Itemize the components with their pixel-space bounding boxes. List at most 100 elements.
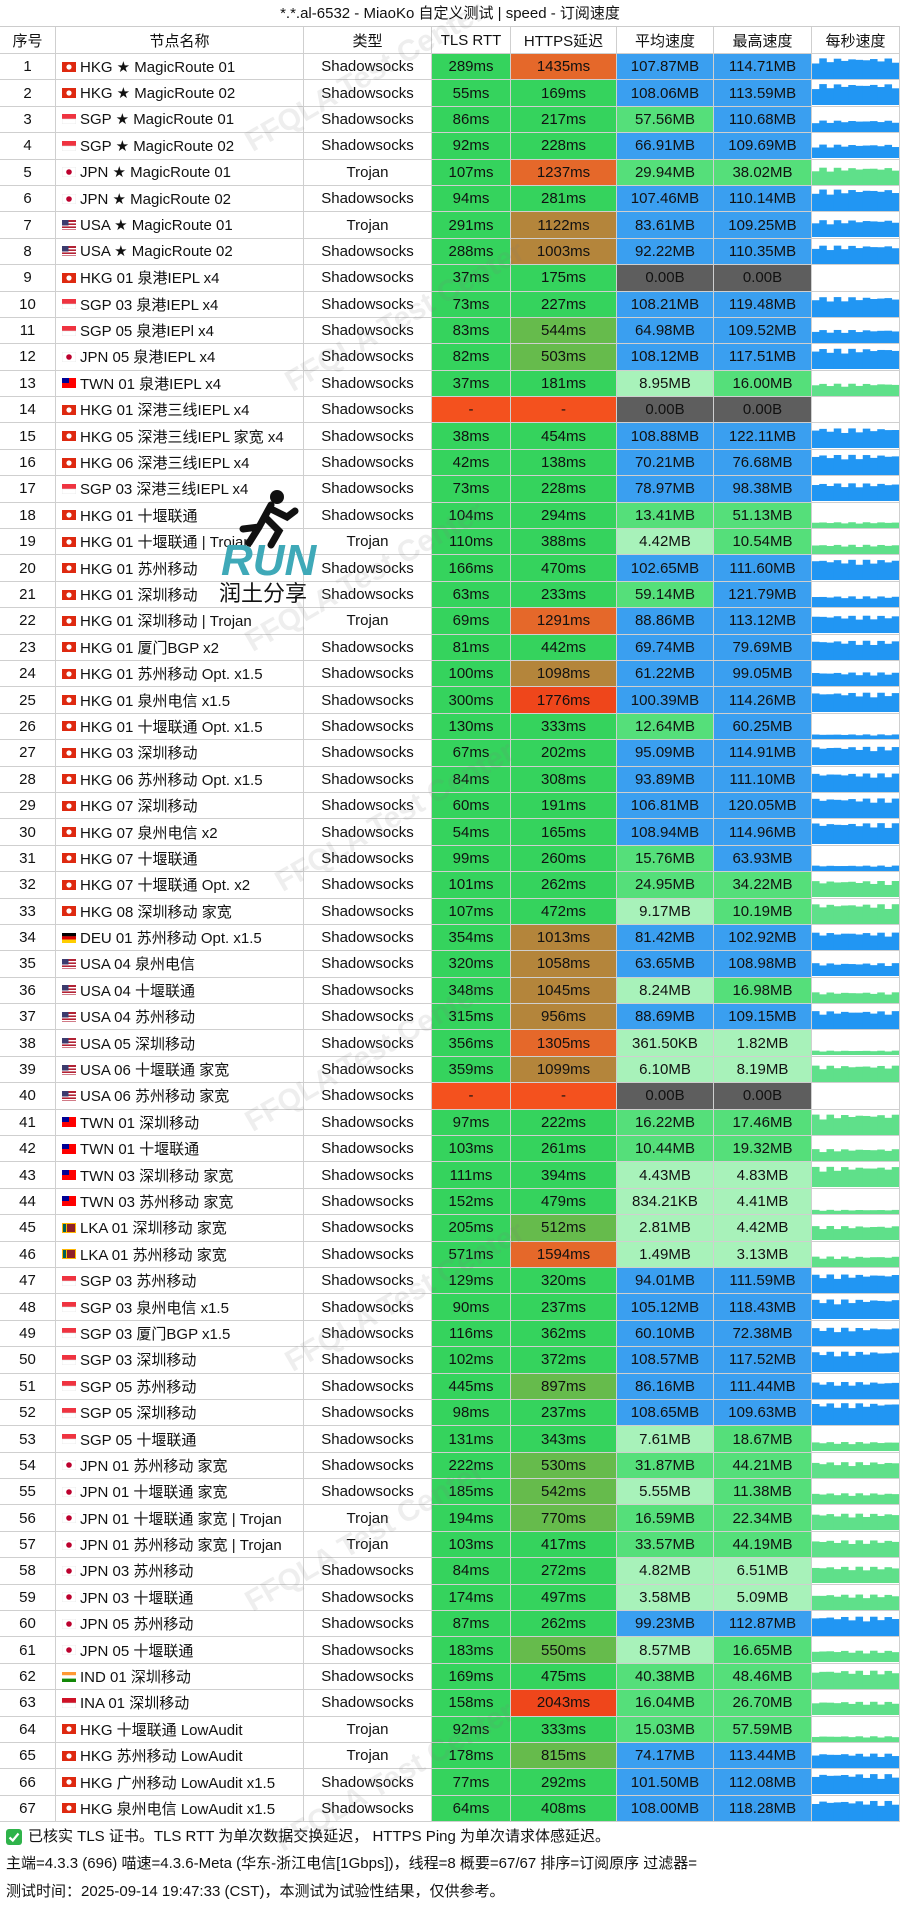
flag-icon [62,642,76,653]
speed-sparkline [812,823,899,845]
sparkline-bar [826,432,835,449]
row-number: 29 [0,792,56,820]
tls-rtt: 315ms [432,1004,511,1031]
row-number: 62 [0,1663,56,1691]
https-latency: 770ms [511,1505,617,1532]
https-latency: 202ms [511,740,617,767]
sparkline-bar [841,1403,849,1425]
column-header: 序号 [0,27,56,54]
speed-sparkline [812,296,899,317]
https-latency: 333ms [511,1716,617,1743]
node-name-cell: INA 01 深圳移动 [56,1690,304,1717]
sparkline-bar [870,619,878,634]
max-speed: 51.13MB [714,502,812,530]
sparkline-bar [833,882,842,898]
sparkline-bar [884,1735,893,1742]
https-latency: 320ms [511,1267,617,1295]
table-row: 2 HKG ★ MagicRoute 02 Shadowsocks 55ms 169ms… [0,80,900,107]
footer-line: 测试时间：2025-09-14 19:47:33 (CST)，本测试为试验性结果… [0,1878,900,1906]
speed-sparkline-cell [812,819,900,846]
sparkline-bar [819,1463,827,1478]
speed-sparkline [812,1566,899,1584]
node-name: HKG 广州移动 LowAudit x1.5 [80,1774,276,1792]
sparkline-bar [848,1465,856,1478]
flag-icon [62,853,76,864]
speed-sparkline [812,1403,899,1425]
sparkline-bar [891,456,899,475]
node-name: SGP 05 苏州移动 [80,1378,197,1396]
sparkline-bar [841,332,849,343]
sparkline-bar [848,640,856,660]
sparkline-bar [891,351,899,370]
row-number: 41 [0,1109,56,1137]
speed-sparkline [812,1702,899,1716]
https-latency: 1098ms [511,660,617,688]
speed-sparkline [812,1651,899,1663]
avg-speed: 78.97MB [617,476,714,503]
sparkline-bar [841,1051,849,1056]
sparkline-bar [848,329,856,343]
sparkline-bar [884,1301,893,1320]
sparkline-bar [855,1115,864,1135]
sparkline-bar [826,694,835,713]
sparkline-bar [862,330,871,343]
sparkline-bar [877,1463,885,1478]
sparkline-bar [826,1299,835,1320]
sparkline-bar [884,1514,893,1531]
sparkline-bar [848,1408,856,1425]
avg-speed: 88.69MB [617,1004,714,1031]
sparkline-bar [819,866,827,871]
tls-rtt: 571ms [432,1241,511,1268]
speed-sparkline-cell [812,1795,900,1823]
sparkline-bar [812,122,820,132]
tls-rtt: 103ms [432,1136,511,1163]
sparkline-bar [870,1300,878,1320]
speed-sparkline [812,58,899,79]
node-name-cell: IND 01 深圳移动 [56,1663,304,1691]
https-latency: 191ms [511,792,617,820]
speed-sparkline-cell [812,555,900,582]
max-speed: 3.13MB [714,1241,812,1268]
sparkline-bar [884,750,893,766]
sparkline-bar [826,1754,835,1768]
sparkline-bar [877,1051,885,1056]
sparkline-bar [877,146,885,159]
sparkline-bar [848,824,856,845]
table-row: 12 JPN 05 泉港IEPL x4 Shadowsocks 82ms 503ms 10… [0,344,900,371]
tls-rtt: 194ms [432,1505,511,1532]
flag-icon [62,1434,76,1444]
node-name: JPN 05 泉港IEPL x4 [80,349,216,367]
sparkline-bar [870,675,878,686]
avg-speed: 108.06MB [617,80,714,107]
https-latency: 237ms [511,1294,617,1321]
protocol: Shadowsocks [304,819,432,846]
sparkline-bar [870,866,878,871]
sparkline-bar [848,799,856,818]
sparkline-bar [833,1385,842,1399]
table-row: 51 SGP 05 苏州移动 Shadowsocks 445ms 897ms 86.16M… [0,1373,900,1400]
sparkline-bar [833,144,842,159]
protocol: Shadowsocks [304,1056,432,1084]
sparkline-bar [891,484,899,502]
sparkline-bar [819,561,827,581]
sparkline-bar [870,907,878,924]
https-latency: 228ms [511,476,617,503]
speed-sparkline [812,881,899,898]
sparkline-bar [891,122,899,132]
https-latency: 956ms [511,1004,617,1031]
sparkline-bar [870,331,878,343]
sparkline-bar [855,523,864,528]
sparkline-bar [833,1304,842,1320]
sparkline-bar [862,1210,871,1214]
table-row: 38 USA 05 深圳移动 Shadowsocks 356ms 1305ms 361.5… [0,1030,900,1057]
sparkline-bar [826,1327,835,1346]
max-speed: 8.19MB [714,1056,812,1084]
sparkline-bar [833,1619,842,1637]
sparkline-bar [848,1736,856,1742]
node-name: TWN 01 深圳移动 [80,1114,200,1132]
node-name: SGP 03 深港三线IEPL x4 [80,481,249,499]
sparkline-bar [841,1493,849,1505]
protocol: Shadowsocks [304,687,432,714]
sparkline-bar [848,773,856,792]
sparkline-bar [841,1670,849,1689]
